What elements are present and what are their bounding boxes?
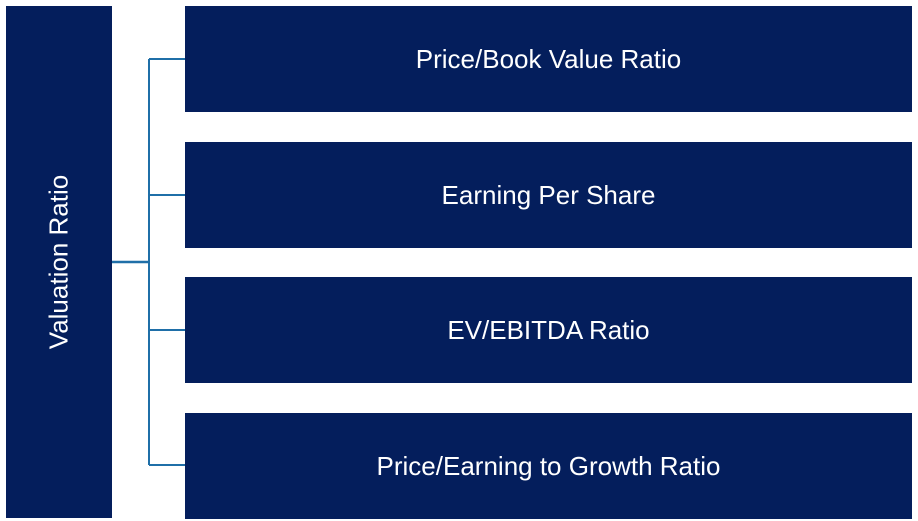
child-node-label: Price/Book Value Ratio (415, 43, 682, 74)
child-node-label: Price/Earning to Growth Ratio (376, 450, 721, 481)
root-node-label: Valuation Ratio (43, 174, 74, 350)
root-node-valuation-ratio (6, 6, 112, 518)
child-node-label: EV/EBITDA Ratio (447, 314, 650, 345)
child-node-price-earning-to-growth-ratio: Price/Earning to Growth Ratio (185, 413, 912, 519)
child-node-ev-ebitda-ratio: EV/EBITDA Ratio (185, 277, 912, 383)
child-node-earning-per-share: Earning Per Share (185, 142, 912, 248)
child-node-price-book-value-ratio: Price/Book Value Ratio (185, 6, 912, 112)
child-node-label: Earning Per Share (441, 179, 656, 210)
